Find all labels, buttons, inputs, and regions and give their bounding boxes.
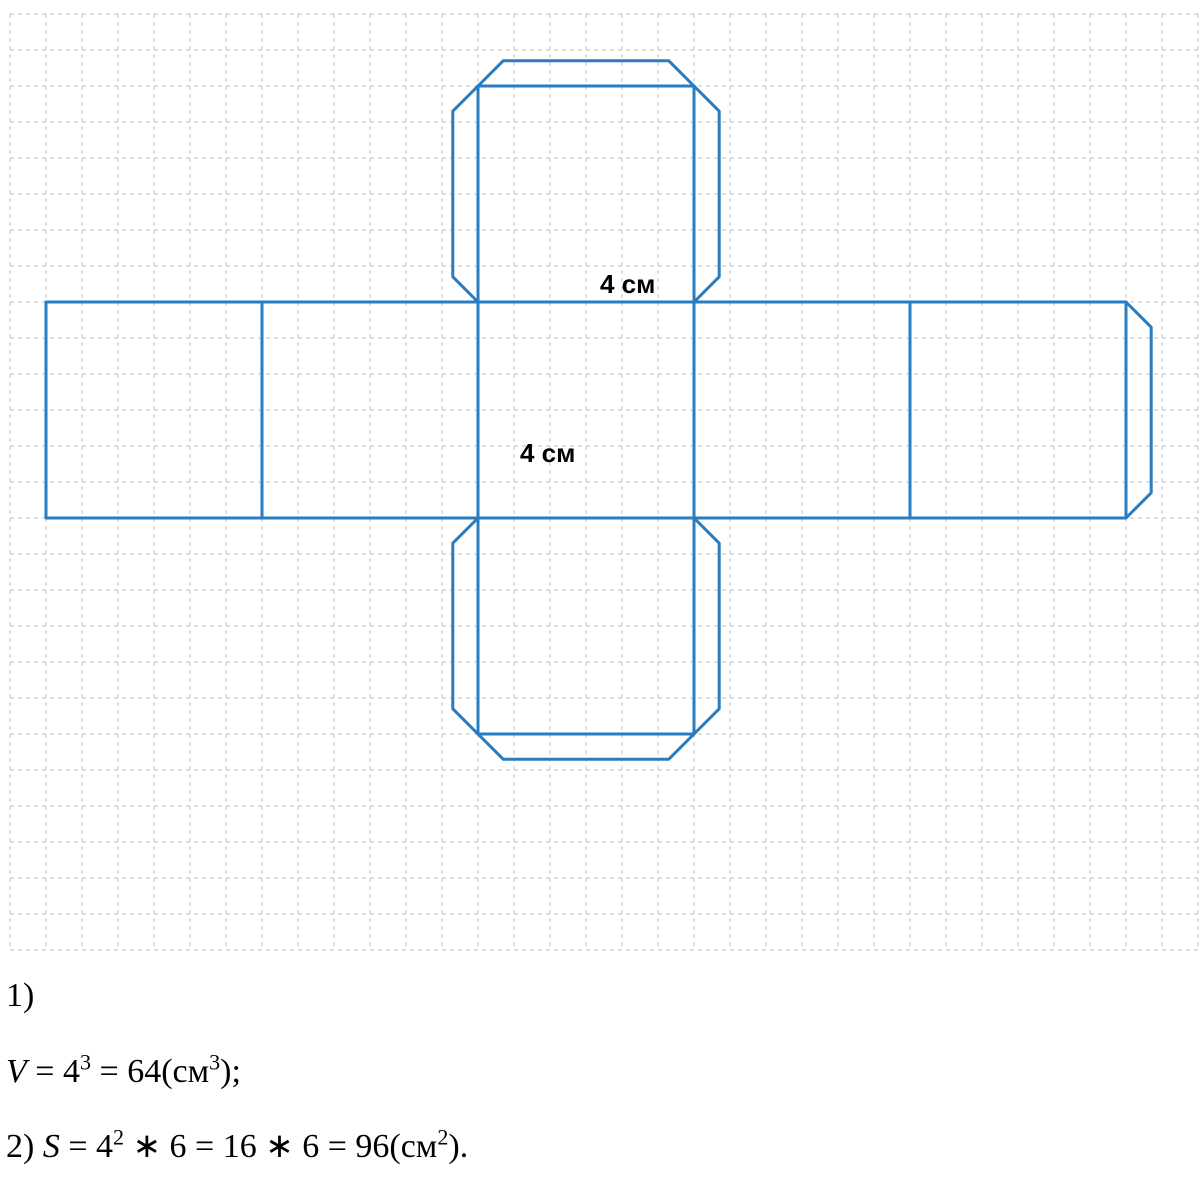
volume-variable: V — [6, 1053, 27, 1090]
step-1-number: 1) — [6, 977, 34, 1014]
eq2-exp-a: 2 — [113, 1125, 124, 1150]
solution-text: 1) V = 43 = 64(см3); 2) S = 42 ∗ 6 = 16 … — [6, 972, 1196, 1199]
dimension-label-left: 4 см — [520, 438, 575, 469]
page: 4 см 4 см 1) V = 43 = 64(см3); 2) S = 42… — [0, 0, 1202, 1186]
eq2-tail: ). — [448, 1128, 468, 1165]
equation-volume: V = 43 = 64(см3); — [6, 1048, 1196, 1096]
eq2-part-b: ∗ 6 = 16 ∗ 6 = 96(см — [124, 1128, 437, 1165]
cube-net-diagram: 4 см 4 см — [0, 0, 1202, 960]
eq1-exp-b: 3 — [209, 1049, 220, 1074]
eq1-part-a: = 4 — [27, 1053, 80, 1090]
surface-variable: S — [43, 1128, 60, 1165]
eq1-part-b: = 64(см — [91, 1053, 209, 1090]
cube-net-svg — [0, 0, 1202, 960]
eq2-part-a: = 4 — [60, 1128, 113, 1165]
dimension-label-top: 4 см — [600, 269, 655, 300]
step-2-number: 2) — [6, 1128, 43, 1165]
eq1-tail: ); — [220, 1053, 241, 1090]
step-1-label: 1) — [6, 972, 1196, 1020]
eq1-exp-a: 3 — [80, 1049, 91, 1074]
eq2-exp-b: 2 — [437, 1125, 448, 1150]
equation-surface: 2) S = 42 ∗ 6 = 16 ∗ 6 = 96(см2). — [6, 1123, 1196, 1171]
